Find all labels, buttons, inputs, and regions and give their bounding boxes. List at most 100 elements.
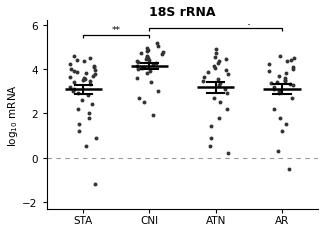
Point [145,55,150,58]
Point [145,56,150,59]
Point [68,85,73,89]
Point [225,152,230,155]
Point [72,81,77,85]
Point [271,85,276,89]
Title: 18S rRNA: 18S rRNA [149,6,216,18]
Point [283,123,288,127]
Point [159,53,164,57]
Point [87,57,92,60]
Point [217,82,223,86]
Point [149,81,154,85]
Point [67,76,73,79]
Text: **: ** [112,25,121,34]
Point [284,60,290,64]
Point [145,49,151,53]
Text: .: . [247,15,251,28]
Point [290,96,295,100]
Point [70,90,75,94]
Point [92,73,98,77]
Point [272,88,277,91]
Point [139,67,145,70]
Point [216,60,221,64]
Point [212,96,217,100]
Point [275,149,280,153]
Point [277,55,282,58]
Point [71,70,76,74]
Point [212,64,217,68]
Point [153,62,158,66]
Point [93,69,98,73]
Point [274,81,280,85]
Point [75,71,80,75]
Point [277,116,283,120]
Point [276,74,282,78]
Point [144,50,149,54]
Point [134,60,140,64]
Point [225,107,230,111]
Point [290,66,295,69]
Point [291,68,296,71]
Point [216,62,221,66]
Point [135,68,140,71]
Point [282,80,287,84]
Point [135,76,140,80]
Point [160,51,165,55]
Point [201,80,206,84]
Point [223,88,228,91]
Point [268,82,273,86]
Point [282,76,287,80]
Point [89,103,94,107]
Point [145,72,150,76]
Point [146,59,151,63]
Point [272,107,277,111]
Point [156,45,161,48]
Point [85,94,90,98]
Point [147,70,153,74]
Point [289,59,294,63]
Point [87,83,93,87]
Point [80,99,85,102]
Point [283,72,288,76]
Point [202,76,207,79]
Point [282,79,287,82]
Point [146,57,151,60]
Point [266,70,272,74]
Point [290,84,295,88]
Point [84,145,89,149]
Point [276,90,281,94]
Point [137,96,142,100]
Point [287,83,293,87]
Y-axis label: log$_{10}$ mRNA: log$_{10}$ mRNA [6,84,19,146]
Point [217,84,222,88]
Point [134,64,140,68]
Point [280,130,285,133]
Point [225,92,230,96]
Point [74,59,79,63]
Point [266,63,272,67]
Point [71,55,76,58]
Point [287,167,292,171]
Point [218,101,223,104]
Point [291,57,296,60]
Point [208,136,214,140]
Point [93,182,98,186]
Point [225,73,230,77]
Point [144,58,149,61]
Point [208,125,214,129]
Point [136,61,141,65]
Point [75,92,81,96]
Point [83,72,88,76]
Point [150,63,156,67]
Point [92,64,97,68]
Point [76,123,81,127]
Point [142,66,147,69]
Point [205,71,211,75]
Point [68,63,73,67]
Point [213,48,218,52]
Point [224,69,229,73]
Point [88,80,93,84]
Point [80,79,86,82]
Point [68,68,74,71]
Point [213,67,218,70]
Point [90,74,95,78]
